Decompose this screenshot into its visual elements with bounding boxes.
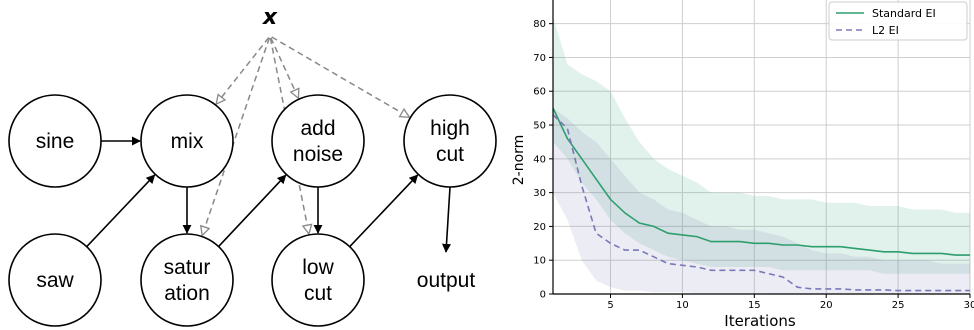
- node-saturation: satur ation: [140, 233, 234, 327]
- nodes: sine mix add noise high cut saw satur ation low cu…: [8, 94, 497, 327]
- node-saturation-label-1: ation: [164, 282, 210, 305]
- node-sine-label-0: sine: [36, 130, 75, 153]
- node-high-cut-circle: [403, 94, 497, 188]
- control-edge-high-cut: [271, 36, 410, 117]
- node-saw-label-0: saw: [36, 269, 74, 292]
- y-tick-label-60: 60: [533, 87, 546, 98]
- node-high-cut-label-1: cut: [436, 143, 464, 166]
- y-tick-label-10: 10: [533, 256, 546, 267]
- signal-edges: [86, 136, 451, 253]
- x-tick-label-5: 5: [607, 300, 613, 311]
- tick-labels: 0 10 20 30 40 50 60 70 80 5 10 15 20 25 30: [533, 19, 974, 311]
- node-saturation-circle: [140, 233, 234, 327]
- x-tick-label-25: 25: [892, 300, 905, 311]
- node-add-noise-label-0: add: [300, 117, 335, 140]
- confidence-bands: [553, 16, 970, 294]
- node-mix: mix: [140, 94, 234, 188]
- y-axis-label: 2-norm: [511, 135, 527, 186]
- control-edge-low-cut: [269, 37, 309, 234]
- node-add-noise-circle: [271, 94, 365, 188]
- control-edge-mix: [216, 37, 270, 105]
- node-low-cut-label-1: cut: [304, 282, 332, 305]
- node-low-cut-circle: [271, 233, 365, 327]
- line-series-1: [553, 114, 970, 292]
- node-low-cut: low cut: [271, 233, 365, 327]
- node-saw: saw: [8, 233, 102, 327]
- y-tick-label-70: 70: [533, 53, 546, 64]
- x-axis-label: Iterations: [724, 312, 796, 330]
- input-variable-label: x: [262, 5, 278, 30]
- edge-saw-to-mix: [86, 174, 156, 248]
- y-tick-label-20: 20: [533, 222, 546, 233]
- axes: [552, 0, 970, 295]
- x-tick-label-20: 20: [820, 300, 833, 311]
- node-low-cut-label-0: low: [302, 256, 334, 279]
- node-add-noise: add noise: [271, 94, 365, 188]
- node-saturation-label-0: satur: [164, 256, 211, 279]
- output-label: output: [417, 269, 476, 292]
- control-edges: [202, 36, 410, 236]
- node-sine-circle: [8, 94, 102, 188]
- node-high-cut: high cut: [403, 94, 497, 188]
- node-high-cut-label-0: high: [430, 117, 470, 140]
- node-saw-circle: [8, 233, 102, 327]
- series-lines: [553, 107, 970, 292]
- legend: Standard EI L2 EI: [828, 1, 968, 41]
- y-tick-label-50: 50: [533, 121, 546, 132]
- edge-low-cut-to-high-cut: [349, 174, 419, 248]
- band-series-0: [553, 16, 970, 274]
- node-add-noise-label-1: noise: [293, 143, 343, 166]
- x-tick-label-15: 15: [748, 300, 761, 311]
- node-mix-label-0: mix: [171, 130, 204, 153]
- legend-label-1: L2 EI: [872, 24, 899, 37]
- control-edge-add-noise: [270, 37, 299, 98]
- signal-chain-diagram: x sine mix add noise high cut saw satur ation low…: [8, 5, 497, 327]
- edge-saturation-to-add-noise: [217, 174, 287, 248]
- y-tick-label-30: 30: [533, 188, 546, 199]
- legend-box: [828, 1, 968, 41]
- edge-high-cut-to-output: [442, 186, 451, 253]
- y-tick-label-80: 80: [533, 19, 546, 30]
- line-series-0: [553, 107, 970, 256]
- control-edge-saturation: [202, 37, 271, 236]
- x-tick-label-10: 10: [676, 300, 689, 311]
- node-mix-circle: [140, 94, 234, 188]
- y-tick-label-0: 0: [540, 290, 546, 301]
- y-tick-label-40: 40: [533, 154, 546, 165]
- x-tick-label-30: 30: [964, 300, 974, 311]
- band-series-1: [553, 108, 970, 294]
- legend-label-0: Standard EI: [872, 7, 936, 20]
- node-sine: sine: [8, 94, 102, 188]
